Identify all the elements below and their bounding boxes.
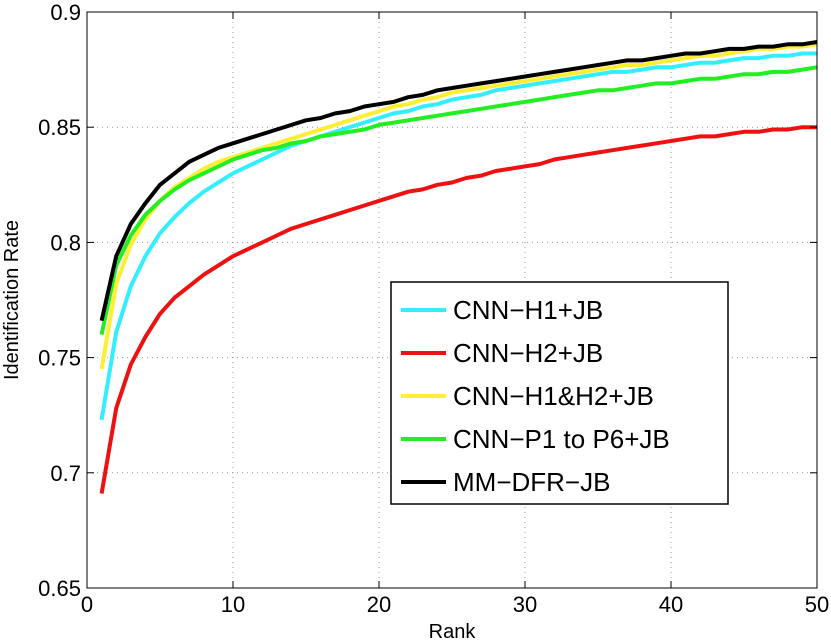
series-line-5 [99,40,818,322]
legend-label-4: CNN−P1 to P6+JB [453,424,670,454]
y-axis-title: Identification Rate [1,220,23,380]
x-axis-title: Rank [429,621,477,641]
legend-label-3: CNN−H1&H2+JB [453,381,654,411]
legend-box [390,281,729,505]
y-tick-label: 0.85 [38,115,81,140]
y-tick-label: 0.8 [50,230,81,255]
x-tick-label: 10 [221,592,245,617]
series-line-1 [99,51,817,421]
axis-ticks [86,11,818,589]
series-line-4 [99,65,818,336]
x-tick-label: 50 [805,592,829,617]
x-tick-label: 40 [659,592,683,617]
y-tick-label: 0.65 [38,576,81,601]
y-tick-label: 0.75 [38,346,81,371]
x-tick-label: 30 [513,592,537,617]
legend-label-1: CNN−H1+JB [453,295,603,325]
series-line-3 [99,42,818,370]
y-tick-label: 0.9 [50,0,81,25]
legend-label-5: MM−DFR−JB [453,467,610,497]
plot-frame [86,11,818,589]
x-tick-labels: 0 10 20 30 40 50 [81,592,829,617]
x-tick-label: 0 [81,592,93,617]
legend-label-2: CNN−H2+JB [453,338,603,368]
series-line-2 [99,125,817,494]
x-tick-label: 20 [367,592,391,617]
y-tick-label: 0.7 [50,461,81,486]
y-tick-labels: 0.65 0.7 0.75 0.8 0.85 0.9 [38,0,81,601]
legend: CNN−H1+JB CNN−H2+JB CNN−H1&H2+JB CNN−P1 to … [390,281,729,505]
series-lines [99,40,818,494]
